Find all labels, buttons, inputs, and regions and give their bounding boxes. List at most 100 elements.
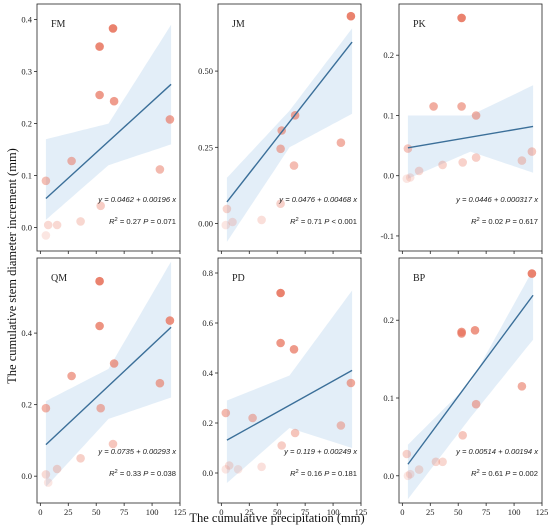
y-tick-label: 0.4	[21, 328, 32, 338]
x-tick-label: 50	[273, 507, 282, 517]
data-point	[96, 403, 105, 413]
x-tick-label: 0	[400, 507, 404, 517]
data-point	[155, 378, 165, 388]
confidence-band	[45, 24, 172, 220]
regression-stats: R2 = 0.02 P = 0.617	[471, 217, 538, 226]
data-point	[527, 147, 537, 156]
y-tick-label: 0.2	[202, 418, 213, 428]
regression-equation: y = 0.0462 + 0.00196 x	[97, 195, 177, 204]
panel-frame	[217, 3, 362, 252]
data-point	[43, 478, 53, 487]
regression-line	[226, 41, 353, 203]
panel-label: PD	[232, 273, 245, 284]
data-point	[96, 201, 105, 211]
x-tick-label: 0	[38, 507, 42, 517]
data-point	[458, 158, 468, 167]
confidence-band	[226, 28, 353, 242]
data-point	[458, 431, 468, 440]
data-point	[336, 421, 346, 430]
data-point	[76, 217, 85, 226]
x-tick-label: 100	[146, 507, 159, 517]
regression-stats: R2 = 0.33 P = 0.038	[109, 469, 176, 478]
y-tick-label: 0.8	[202, 268, 213, 278]
data-point	[402, 174, 412, 183]
y-tick-label: -0.1	[381, 231, 394, 241]
panel-label: QM	[51, 273, 67, 284]
x-tick-label: 75	[482, 507, 491, 517]
data-point	[471, 153, 481, 162]
data-point	[257, 215, 266, 225]
data-point	[95, 321, 104, 331]
y-tick-label: 0.0	[383, 471, 394, 481]
data-point	[95, 42, 104, 51]
panel-fm: 0.0 0.1 0.2 0.3 0.4 FM y = 0.0462 + 0.00196 x R…	[21, 3, 181, 254]
x-tick-label: 50	[92, 507, 101, 517]
x-tick-label: 25	[64, 507, 73, 517]
data-point	[336, 138, 346, 147]
x-axis-title: The cumulative precipitation (mm)	[189, 511, 364, 525]
data-point	[41, 470, 51, 479]
regression-stats: R2 = 0.16 P = 0.181	[290, 469, 357, 478]
panel-pk: -0.1 0.0 0.1 0.2 PK y = 0.0446 + 0.000317 x R2…	[381, 3, 543, 254]
data-point	[224, 461, 234, 470]
data-point	[471, 399, 481, 409]
panel-label: BP	[413, 273, 426, 284]
panels-group: 0.0 0.1 0.2 0.3 0.4 FM y = 0.0462 + 0.00196 x R…	[21, 3, 548, 517]
data-point	[221, 465, 231, 474]
x-tick-label: 125	[174, 507, 187, 517]
panel-qm: 0 25 50 75 100 125 0.0 0.2 0.4 QM y = 0.0735 + 0.0…	[21, 257, 187, 517]
data-point	[52, 220, 62, 230]
regression-line	[407, 125, 534, 149]
data-point	[457, 13, 466, 23]
regression-line	[226, 369, 353, 441]
data-point	[221, 408, 231, 418]
panel-frame	[398, 257, 543, 504]
data-point	[470, 326, 480, 335]
data-point	[414, 166, 424, 176]
data-point	[405, 173, 415, 182]
y-tick-label: 0.00	[198, 219, 213, 229]
data-point	[52, 464, 62, 474]
data-point	[346, 378, 356, 388]
panel-frame	[36, 3, 181, 252]
y-tick-label: 0.50	[198, 66, 213, 76]
x-tick-label: 100	[327, 507, 340, 517]
data-point	[95, 90, 104, 100]
data-point	[289, 161, 299, 170]
data-point	[248, 413, 257, 423]
x-tick-label: 75	[120, 507, 129, 517]
regression-equation: y = 0.00514 + 0.00194 x	[455, 447, 539, 456]
data-point	[471, 111, 481, 120]
data-point	[108, 439, 118, 449]
x-tick-label: 0	[219, 507, 223, 517]
data-point	[67, 156, 76, 166]
data-point	[221, 220, 231, 230]
data-point	[276, 144, 285, 154]
data-point	[43, 220, 53, 230]
regression-line	[407, 294, 534, 465]
data-point	[165, 316, 175, 325]
panel-label: PK	[413, 19, 427, 30]
panel-jm: 0.00 0.25 0.50 JM y = 0.0476 + 0.00468 x R2 =…	[198, 3, 362, 254]
data-point	[222, 204, 232, 214]
data-point	[228, 217, 237, 227]
data-point	[414, 465, 424, 474]
data-point	[257, 462, 266, 472]
confidence-band	[226, 290, 353, 483]
y-tick-label: 0.0	[202, 468, 213, 478]
data-point	[95, 276, 104, 286]
y-tick-label: 0.25	[198, 142, 213, 152]
y-tick-label: 0.2	[21, 119, 32, 129]
y-tick-label: 0.1	[383, 110, 394, 120]
data-point	[457, 102, 466, 111]
panel-bp: 0 25 50 75 100 125 0.0 0.1 0.2 BP y = 0.00514 + 0.…	[383, 257, 548, 517]
y-tick-label: 0.6	[202, 318, 213, 328]
data-point	[527, 269, 537, 278]
data-point	[517, 156, 527, 165]
panel-label: JM	[232, 19, 245, 30]
data-point	[276, 199, 285, 208]
y-tick-label: 0.0	[383, 171, 394, 181]
regression-line	[45, 83, 172, 199]
data-point	[276, 288, 285, 298]
